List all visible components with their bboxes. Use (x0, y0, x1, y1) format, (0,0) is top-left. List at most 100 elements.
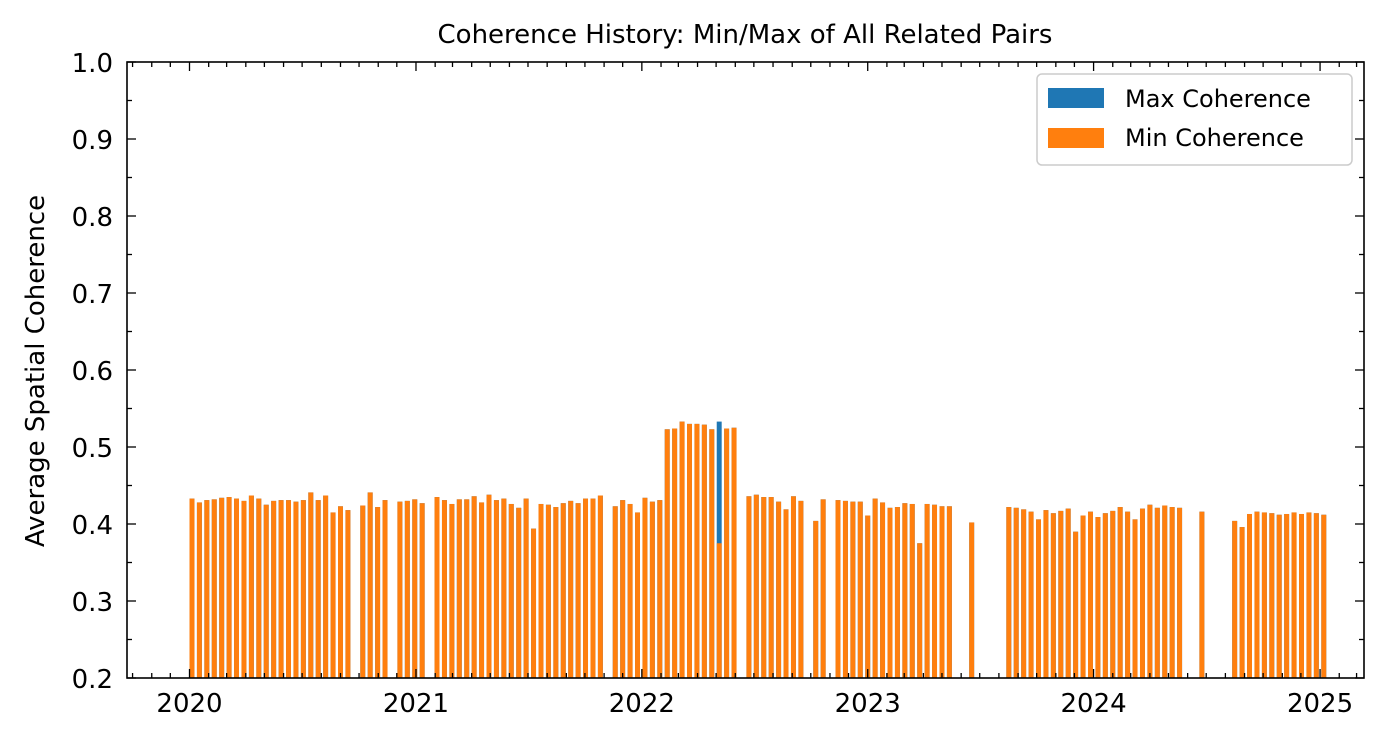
min-coherence-bar (946, 506, 952, 678)
min-coherence-bar (1013, 507, 1019, 678)
min-coherence-bar (538, 503, 544, 678)
min-coherence-bar (924, 503, 930, 678)
x-axis-ticks: 2020 2021 2022 2023 2024 2025 (131, 62, 1358, 719)
x-tick-label: 2023 (835, 689, 901, 719)
chart-title: Coherence History: Min/Max of All Relate… (438, 20, 1053, 50)
min-coherence-bar (286, 500, 291, 678)
min-coherence-bar (1036, 519, 1041, 678)
min-coherence-bar (642, 497, 648, 678)
min-coherence-bar (1177, 507, 1183, 678)
min-coherence-bar (397, 501, 403, 678)
min-coherence-bar (1321, 514, 1327, 678)
y-tick-label: 1.0 (72, 49, 113, 79)
min-coherence-bar (1050, 513, 1056, 678)
min-coherence-bar (338, 506, 343, 678)
min-coherence-bar (798, 500, 804, 678)
min-coherence-bar (620, 500, 626, 678)
min-coherence-bar (226, 497, 232, 678)
min-coherence-bar (456, 499, 462, 678)
min-coherence-bar (1261, 512, 1267, 678)
min-coherence-bar (939, 506, 945, 678)
min-coherence-bar (768, 497, 774, 678)
min-coherence-bar (1080, 515, 1086, 678)
min-coherence-bar (1125, 511, 1131, 678)
x-tick-label: 2020 (156, 689, 222, 719)
min-coherence-bar (865, 515, 871, 678)
min-coherence-bar (776, 501, 782, 678)
min-coherence-bar (516, 507, 522, 678)
min-coherence-bar (248, 495, 254, 678)
min-coherence-bar (872, 498, 878, 678)
min-coherence-bar (932, 504, 938, 678)
min-coherence-bar (404, 500, 410, 678)
min-coherence-bar (1058, 510, 1064, 678)
x-tick-label: 2024 (1060, 689, 1126, 719)
min-coherence-bar (560, 503, 566, 678)
min-coherence-bar (293, 501, 299, 678)
min-coherence-bar (1247, 513, 1252, 678)
min-coherence-bar (902, 503, 908, 678)
min-coherence-bar (701, 424, 707, 678)
min-coherence-bar (382, 500, 388, 678)
min-coherence-bar (219, 497, 225, 678)
y-tick-label: 0.5 (72, 434, 113, 464)
min-coherence-bar (345, 510, 351, 678)
min-coherence-bar (1043, 510, 1049, 678)
x-tick-label: 2021 (383, 689, 449, 719)
min-coherence-bar (1110, 510, 1116, 678)
min-coherence-bar (612, 506, 618, 678)
min-coherence-bar (731, 427, 737, 678)
min-coherence-bar (627, 503, 633, 678)
x-tick-label: 2025 (1287, 689, 1353, 719)
min-coherence-bar (419, 503, 425, 678)
y-tick-label: 0.4 (72, 511, 113, 541)
min-coherence-bar (360, 505, 366, 678)
min-coherence-bar (1291, 512, 1297, 678)
min-coherence-bar (493, 500, 499, 678)
min-coherence-bar (1139, 508, 1145, 678)
min-coherence-bar (969, 522, 975, 678)
min-coherence-bar (657, 500, 663, 678)
min-coherence-bar (1299, 513, 1304, 678)
min-coherence-bar (1284, 513, 1290, 678)
min-coherence-bar (308, 492, 314, 678)
y-axis-label: Average Spatial Coherence (21, 195, 51, 547)
min-coherence-bar (568, 500, 574, 678)
min-coherence-bar (412, 499, 418, 678)
min-coherence-bar (367, 492, 373, 678)
legend-label-min: Min Coherence (1125, 124, 1304, 152)
min-coherence-bar (649, 501, 655, 678)
min-coherence-bar (694, 423, 700, 678)
min-coherence-bar (1088, 511, 1093, 678)
y-tick-label: 0.7 (72, 280, 113, 310)
min-coherence-bar (909, 503, 915, 678)
min-coherence-bar (917, 543, 923, 678)
min-coherence-bar (375, 507, 381, 678)
min-coherence-bar (679, 421, 685, 678)
y-tick-label: 0.6 (72, 357, 113, 387)
min-coherence-bar (850, 501, 856, 678)
min-coherence-bar (790, 496, 796, 678)
min-coherence-bar (1073, 531, 1079, 678)
min-coherence-bar (597, 495, 603, 678)
min-coherence-bar (709, 429, 715, 678)
min-coherence-bar (211, 499, 217, 678)
legend-swatch-max (1048, 88, 1104, 108)
min-coherence-bar (820, 499, 826, 678)
min-coherence-bar (880, 502, 886, 678)
min-coherence-bar (479, 502, 485, 678)
min-coherence-bar (471, 496, 477, 678)
min-coherence-bar (330, 512, 336, 678)
min-coherence-bar (315, 500, 321, 678)
y-tick-label: 0.2 (72, 665, 113, 695)
min-coherence-bar (434, 497, 440, 678)
min-coherence-bar (887, 507, 893, 678)
min-coherence-bar (1021, 509, 1027, 678)
min-coherence-bar (1276, 514, 1282, 678)
min-coherence-bar (761, 497, 767, 678)
min-coherence-bar (835, 500, 841, 678)
min-coherence-bar (783, 509, 789, 678)
legend-label-max: Max Coherence (1125, 85, 1311, 113)
min-coherence-bar (204, 500, 210, 678)
